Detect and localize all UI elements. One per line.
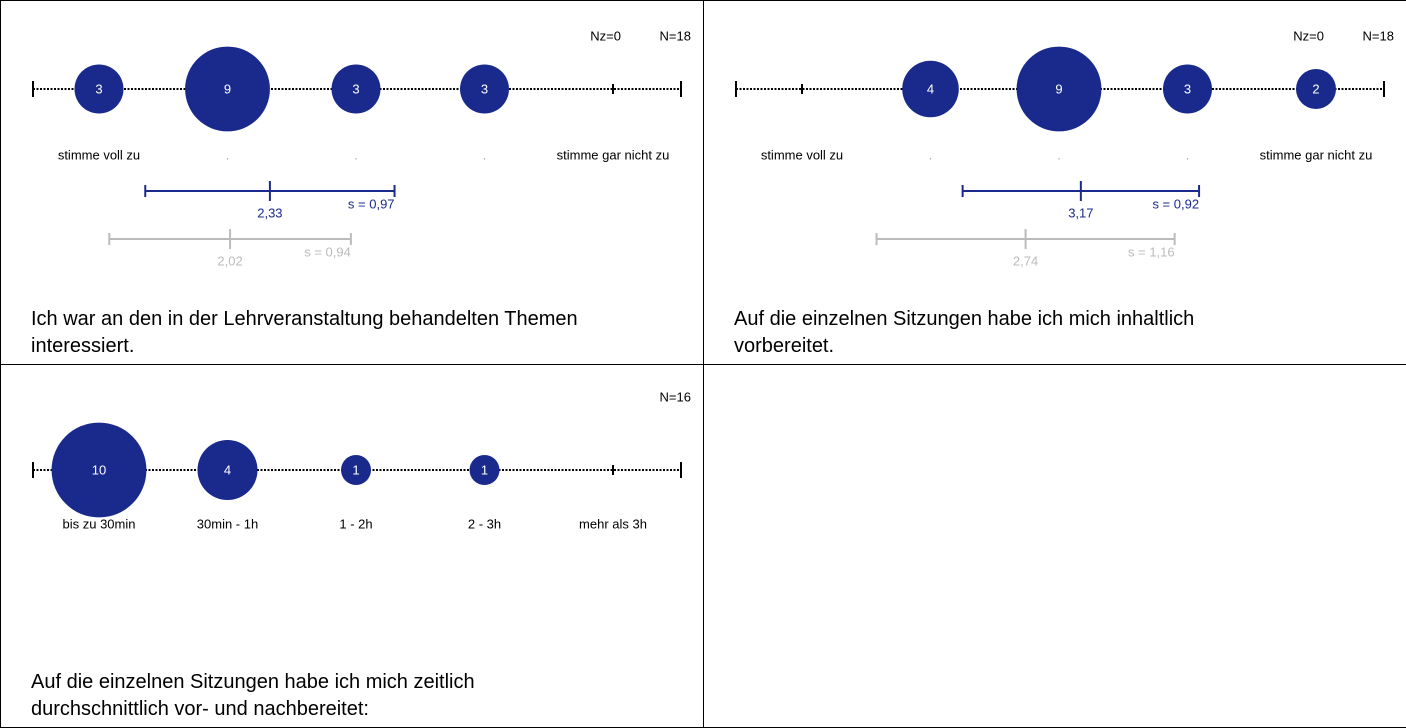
bubble [185, 46, 270, 132]
bubble-label: 3 [352, 81, 359, 96]
bubble-label: 9 [224, 81, 231, 96]
n-label: N=18 [660, 28, 691, 43]
chart: Nz=0 N=18 3 stimme voll zu 9. 3. 3. stimme gar … [32, 28, 691, 268]
panel: N=16 10 bis zu 30min 4 30min - 1h 1 1 - 2h 1 2 -… [1, 365, 704, 728]
category-label: 2 - 3h [468, 516, 501, 531]
chart: N=16 10 bis zu 30min 4 30min - 1h 1 1 - 2h 1 2 -… [32, 389, 691, 531]
bubble-label: 3 [1184, 81, 1191, 96]
category-label: stimme gar nicht zu [557, 147, 670, 162]
bubble [74, 64, 124, 114]
bubble-label: 3 [481, 81, 488, 96]
bubble [341, 455, 371, 485]
question: Ich war an den in der Lehrveranstaltung … [31, 308, 578, 357]
bubble-label: 3 [95, 81, 102, 96]
chart: Nz=0 N=18 stimme voll zu 4. 9. 3. 2 stimme gar … [735, 28, 1394, 268]
category-label: 1 - 2h [339, 516, 372, 531]
bubble [1016, 46, 1102, 132]
bubble [1163, 64, 1212, 114]
bubble-label: 4 [927, 81, 934, 96]
bubble-label: 9 [1055, 81, 1062, 96]
bubble-label: 2 [1312, 81, 1319, 96]
s-label: s = 0,94 [304, 244, 351, 259]
bubble [331, 64, 381, 114]
bubble [469, 455, 500, 485]
category-label: mehr als 3h [579, 516, 647, 531]
s-label: s = 1,16 [1128, 244, 1175, 259]
bubble [460, 64, 509, 114]
category-label: stimme gar nicht zu [1260, 147, 1373, 162]
bubble [1296, 69, 1336, 109]
category-label: 30min - 1h [197, 516, 258, 531]
panel: Nz=0 N=18 stimme voll zu 4. 9. 3. 2 stimme gar … [704, 1, 1406, 365]
category-label: . [483, 147, 487, 162]
bubble-label: 1 [481, 462, 488, 477]
bubble-label: 1 [352, 462, 359, 477]
category-label: . [226, 147, 230, 162]
category-label: . [354, 147, 358, 162]
mean-label: 2,33 [257, 205, 282, 220]
category-label: stimme voll zu [58, 147, 140, 162]
category-label: . [1186, 147, 1190, 162]
nz-label: Nz=0 [590, 28, 621, 43]
category-label: stimme voll zu [761, 147, 843, 162]
n-label: N=16 [660, 389, 691, 404]
bubble [51, 422, 147, 518]
mean-label: 3,17 [1068, 205, 1093, 220]
panel: Nz=0 N=18 3 stimme voll zu 9. 3. 3. stimme gar … [1, 1, 704, 365]
question: Auf die einzelnen Sitzungen habe ich mic… [734, 308, 1195, 357]
panel [704, 365, 1406, 728]
mean-label: 2,74 [1013, 253, 1038, 268]
category-label: . [1057, 147, 1061, 162]
category-label: bis zu 30min [63, 516, 136, 531]
bubble-label: 4 [224, 462, 231, 477]
bubble [197, 440, 258, 500]
bubble-label: 10 [92, 462, 106, 477]
mean-label: 2,02 [217, 253, 242, 268]
n-label: N=18 [1363, 28, 1394, 43]
s-label: s = 0,92 [1152, 196, 1199, 211]
bubble [902, 60, 959, 118]
s-label: s = 0,97 [348, 196, 395, 211]
question: Auf die einzelnen Sitzungen habe ich mic… [31, 671, 475, 720]
category-label: . [929, 147, 933, 162]
nz-label: Nz=0 [1293, 28, 1324, 43]
